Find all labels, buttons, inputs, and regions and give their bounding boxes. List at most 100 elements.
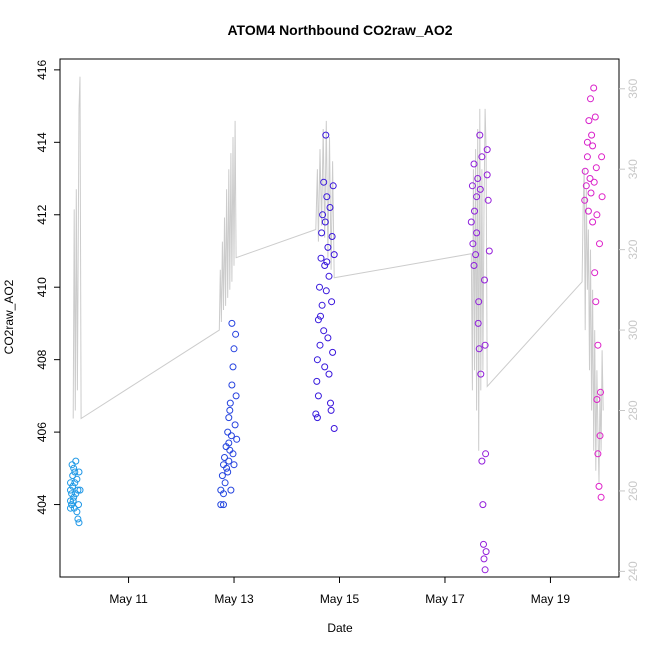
data-point: [75, 501, 82, 509]
data-point: [72, 490, 80, 498]
data-point: [321, 363, 329, 371]
data-point: [593, 211, 601, 219]
data-point: [481, 341, 489, 349]
data-point: [72, 457, 80, 465]
data-point: [318, 301, 326, 309]
data-point: [321, 262, 329, 269]
y2-tick-label: 300: [626, 320, 640, 340]
data-point: [584, 207, 592, 215]
y-tick-label: 410: [35, 277, 49, 297]
x-tick-label: May 11: [109, 592, 148, 606]
data-point: [329, 182, 337, 190]
data-point: [323, 258, 331, 266]
data-point: [469, 240, 477, 248]
data-point: [68, 490, 76, 498]
data-point: [480, 540, 487, 548]
data-point: [225, 414, 233, 422]
data-point: [218, 472, 226, 480]
data-point: [590, 178, 598, 186]
data-point: [483, 171, 491, 179]
data-point: [325, 272, 333, 280]
y-axis-label: CO2raw_AO2: [2, 279, 16, 354]
data-point: [68, 461, 76, 469]
data-point: [598, 153, 606, 161]
data-point: [481, 566, 489, 574]
data-point: [314, 392, 322, 400]
data-point: [480, 555, 488, 563]
x-axis-label: Date: [327, 621, 353, 635]
data-point: [587, 189, 595, 197]
data-point: [74, 515, 82, 523]
data-point: [471, 207, 478, 215]
data-point: [483, 146, 491, 154]
data-point: [597, 493, 605, 501]
data-point: [227, 486, 235, 494]
data-point: [473, 193, 481, 201]
data-point: [224, 428, 232, 436]
data-point: [319, 211, 327, 219]
y2-tick-label: 360: [626, 78, 640, 98]
data-point: [70, 464, 78, 472]
data-point: [223, 464, 231, 472]
data-point: [226, 406, 234, 414]
data-point: [320, 327, 328, 335]
data-point: [233, 435, 241, 443]
data-point: [313, 356, 321, 364]
data-point: [330, 425, 338, 432]
data-point: [229, 363, 237, 371]
data-point: [231, 421, 239, 429]
data-point: [481, 276, 488, 284]
data-point: [597, 388, 604, 396]
data-point: [225, 439, 233, 447]
x-tick-label: May 13: [214, 592, 254, 606]
data-point: [74, 486, 82, 494]
data-point: [322, 131, 330, 139]
y-tick-label: 406: [35, 422, 49, 442]
data-point: [76, 486, 84, 494]
data-point: [316, 341, 324, 349]
data-point: [475, 298, 483, 306]
data-point: [595, 482, 603, 490]
data-point: [590, 84, 598, 92]
data-point: [477, 370, 485, 378]
y-tick-label: 404: [35, 494, 49, 514]
data-point: [226, 399, 234, 407]
data-point: [589, 142, 597, 150]
data-point: [468, 182, 476, 190]
y-tick-label: 408: [35, 349, 49, 369]
data-point: [228, 319, 236, 327]
data-point: [588, 131, 596, 139]
data-point: [312, 410, 320, 418]
data-point: [587, 95, 594, 103]
data-point: [327, 399, 334, 407]
data-point: [227, 432, 235, 440]
data-point: [67, 504, 74, 512]
data-point: [316, 283, 323, 291]
data-point: [583, 153, 591, 161]
data-point: [589, 218, 597, 226]
data-point: [474, 175, 482, 182]
plot-frame: [59, 58, 620, 578]
data-point: [591, 113, 599, 121]
data-point: [474, 319, 482, 327]
data-point: [67, 479, 74, 487]
plot-area: [67, 76, 606, 574]
data-point: [327, 406, 335, 414]
data-point: [71, 468, 79, 476]
data-point: [217, 501, 225, 509]
data-point: [73, 475, 81, 483]
x-tick-label: May 19: [531, 592, 571, 606]
data-point: [478, 457, 486, 465]
data-point: [69, 472, 77, 480]
data-point: [67, 486, 74, 494]
data-point: [320, 178, 328, 186]
y2-tick-label: 340: [626, 159, 640, 179]
data-point: [71, 479, 79, 487]
x-tick-label: May 17: [425, 592, 465, 606]
data-point: [224, 468, 232, 476]
y-tick-label: 412: [35, 204, 49, 224]
data-point: [69, 497, 77, 505]
data-point: [593, 396, 601, 403]
data-point: [475, 345, 483, 353]
secondary-line: [72, 76, 604, 483]
